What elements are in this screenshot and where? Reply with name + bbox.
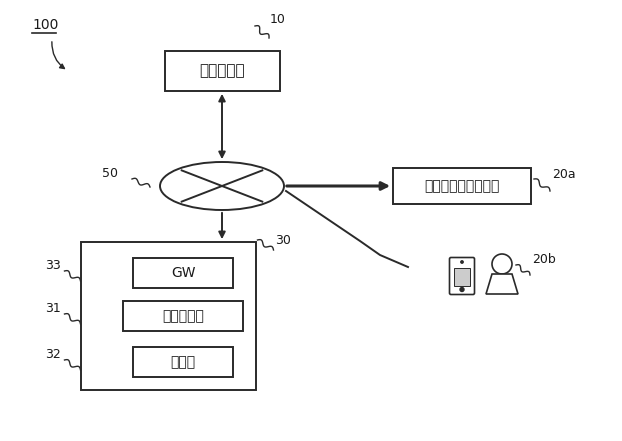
Bar xyxy=(123,301,243,331)
Bar xyxy=(133,258,233,288)
Bar xyxy=(80,242,256,390)
Ellipse shape xyxy=(160,162,284,210)
Text: 人感センサ: 人感センサ xyxy=(162,309,204,323)
Bar xyxy=(133,347,233,377)
Text: 31: 31 xyxy=(45,302,60,315)
Polygon shape xyxy=(486,274,518,294)
Text: 管理サーバ: 管理サーバ xyxy=(199,64,245,78)
Circle shape xyxy=(460,288,464,292)
Text: デジタルサイネージ: デジタルサイネージ xyxy=(424,179,499,193)
Text: 20b: 20b xyxy=(532,253,555,266)
Circle shape xyxy=(461,261,463,263)
Text: 30: 30 xyxy=(276,234,291,247)
Text: 100: 100 xyxy=(32,18,58,32)
Text: 20a: 20a xyxy=(552,168,575,181)
Bar xyxy=(454,268,470,286)
FancyBboxPatch shape xyxy=(450,258,475,295)
Text: カメラ: カメラ xyxy=(170,355,195,369)
Text: 32: 32 xyxy=(45,348,60,361)
Text: GW: GW xyxy=(171,266,195,280)
Bar xyxy=(164,51,279,91)
Text: 33: 33 xyxy=(45,259,60,272)
Text: 50: 50 xyxy=(102,167,118,180)
Bar xyxy=(393,168,531,204)
Text: 10: 10 xyxy=(270,13,286,26)
Circle shape xyxy=(492,254,512,274)
